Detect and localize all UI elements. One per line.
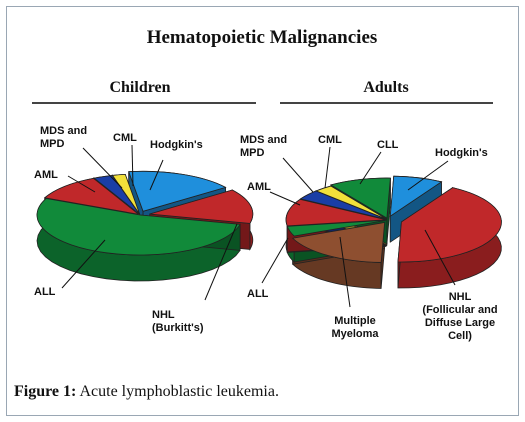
slice-multiple bbox=[291, 221, 386, 263]
leader-children-cml bbox=[131, 144, 134, 187]
leader-adults-mds-and bbox=[282, 157, 314, 193]
label-children-nhl: NHL (Burkitt's) bbox=[152, 309, 204, 334]
slice-all bbox=[286, 219, 387, 237]
subtitle-adults: Adults bbox=[363, 79, 408, 96]
leader-adults-cml bbox=[324, 146, 331, 189]
slice-cml bbox=[111, 173, 140, 215]
slice-aml bbox=[285, 198, 387, 227]
label-children-hodgkin-s: Hodgkin's bbox=[150, 139, 203, 151]
label-adults-hodgkin-s: Hodgkin's bbox=[435, 147, 488, 159]
label-children-aml: AML bbox=[34, 169, 58, 181]
slice-hodgkin-s bbox=[128, 170, 227, 212]
leader-children-nhl bbox=[204, 223, 238, 301]
label-children-mds-and: MDS and MPD bbox=[40, 125, 87, 150]
slice-nhl bbox=[149, 189, 254, 224]
label-adults-cml: CML bbox=[318, 134, 342, 146]
leader-adults-multiple bbox=[339, 236, 351, 308]
leader-adults-all bbox=[261, 237, 289, 284]
slice-cll bbox=[329, 177, 391, 219]
label-adults-nhl: NHL (Follicular and Diffuse Large Cell) bbox=[422, 291, 497, 342]
leader-children-aml bbox=[67, 175, 96, 193]
label-adults-multiple: Multiple Myeloma bbox=[331, 315, 379, 340]
caption-text: Acute lymphoblastic leukemia. bbox=[76, 383, 279, 400]
label-adults-aml: AML bbox=[247, 181, 271, 193]
leader-children-all bbox=[61, 239, 106, 289]
leader-children-mds-and bbox=[82, 147, 123, 189]
label-children-all: ALL bbox=[34, 286, 56, 298]
caption-label: Figure 1: bbox=[14, 383, 77, 400]
figure-caption: Figure 1: Acute lymphoblastic leukemia. bbox=[14, 383, 279, 401]
slice-labels: Hodgkin's NHL (Burkitt's) ALL AML MDS and MPD C… bbox=[34, 125, 498, 342]
slice-all bbox=[36, 198, 241, 256]
leader-children-hodgkin-s bbox=[149, 159, 164, 191]
leader-adults-nhl bbox=[424, 229, 456, 286]
leader-adults-aml bbox=[269, 191, 301, 206]
slice-hodgkin-s bbox=[389, 175, 443, 217]
subtitle-children: Children bbox=[109, 79, 170, 96]
chart-title: Hematopoietic Malignancies bbox=[147, 27, 378, 48]
label-adults-cll: CLL bbox=[377, 139, 399, 151]
pie-children bbox=[36, 170, 254, 282]
pie-charts: Hematopoietic Malignancies Children Adul… bbox=[32, 27, 502, 342]
pie-adults bbox=[285, 175, 502, 289]
leader-adults-hodgkin-s bbox=[407, 160, 449, 191]
label-adults-all: ALL bbox=[247, 288, 269, 300]
slice-aml bbox=[43, 177, 139, 215]
leader-adults-cll bbox=[359, 151, 382, 185]
slice-cml bbox=[315, 185, 387, 220]
label-adults-mds-and: MDS and MPD bbox=[240, 134, 287, 159]
slice-nhl bbox=[397, 187, 502, 263]
label-children-cml: CML bbox=[113, 132, 137, 144]
